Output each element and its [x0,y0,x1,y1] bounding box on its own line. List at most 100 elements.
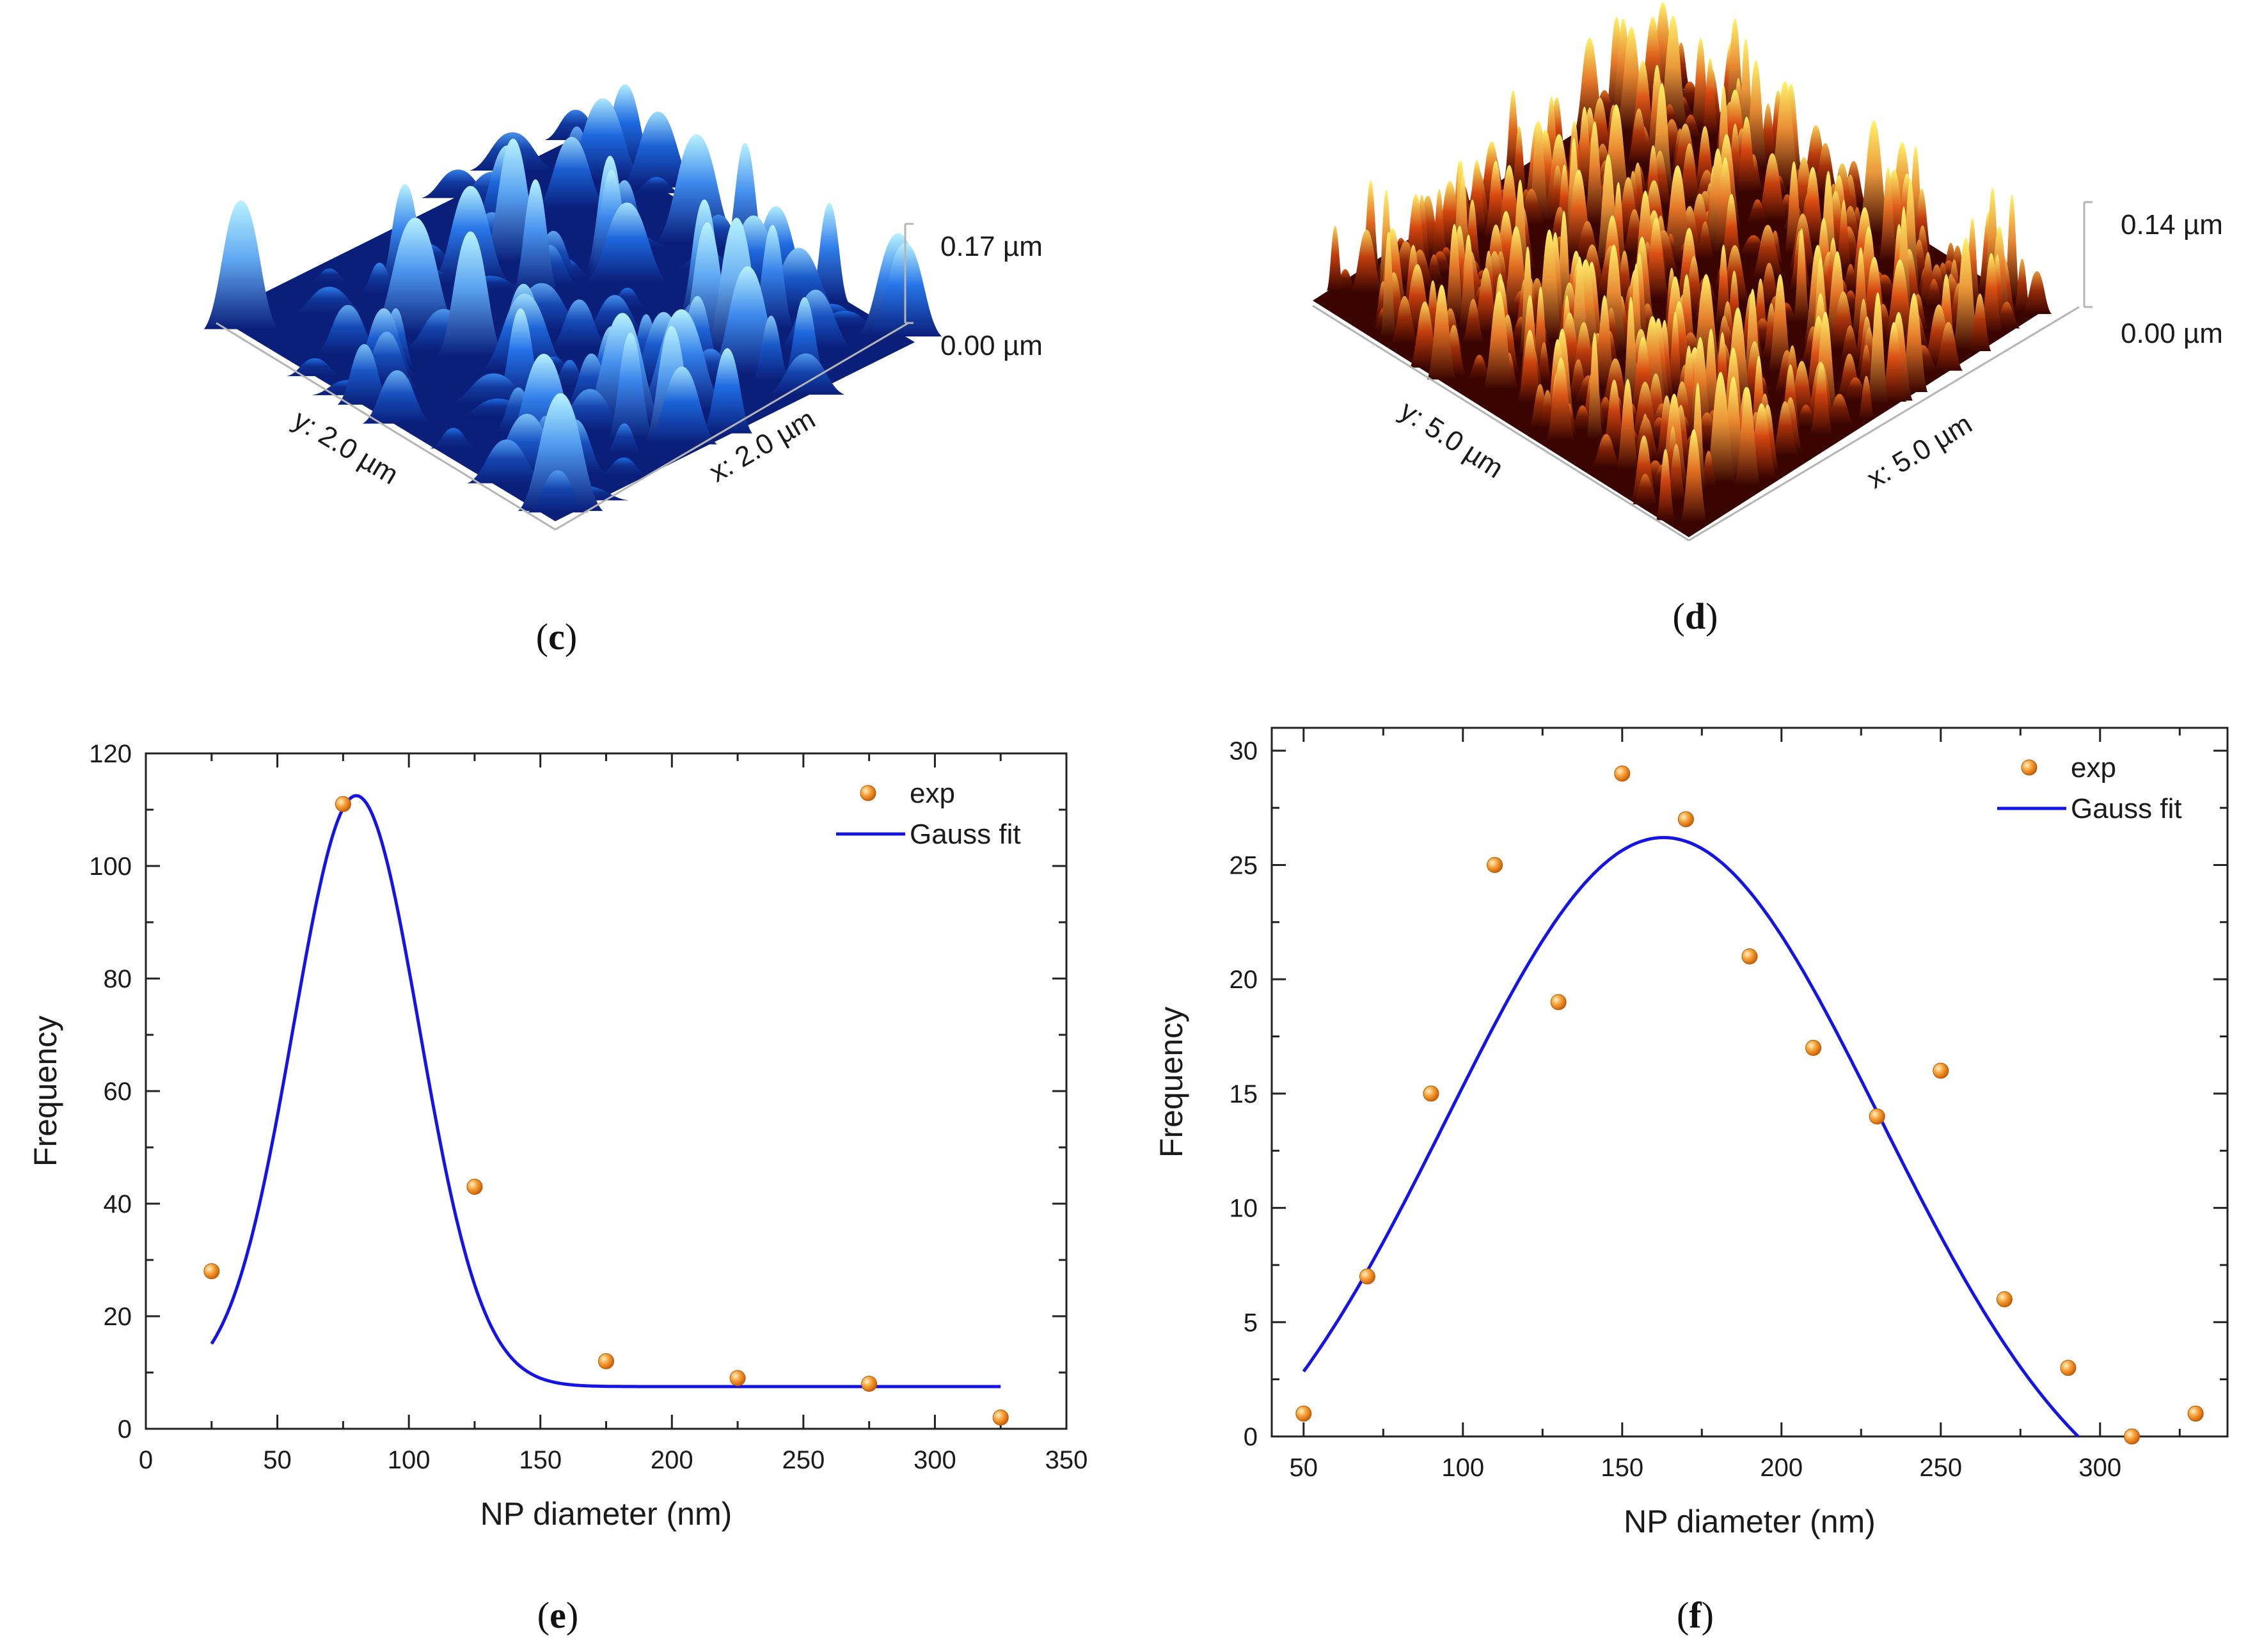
afm-surface-peak [2022,271,2052,315]
afm-surface-peak [1643,217,1670,299]
afm-surface-d [1313,2,2052,537]
afm-surface-peak [1594,295,1616,388]
afm-surface-peak [784,297,826,377]
afm-d-scale-bottom: 0.00 µm [2121,318,2223,349]
afm-d-scale-top: 0.14 µm [2121,209,2223,240]
afm-surface-peak [1883,259,1916,340]
y-tick-label: 100 [89,853,132,881]
afm-surface-peak [1350,230,1383,293]
afm-surface-peak [752,315,790,381]
afm-surface-peak [1380,232,1397,338]
panel-label-c: (c) [536,616,577,657]
afm-surface-peak [702,348,753,434]
afm-surface-peak [1591,434,1622,468]
afm-surface-peak [1879,168,1897,261]
afm-surface-peak [1858,375,1875,419]
exp-data-point [1487,856,1503,873]
afm-surface-peak [1656,448,1675,521]
afm-surface-peak [1680,429,1707,523]
legend-exp-label: exp [910,778,955,809]
afm-surface-peak [1746,199,1769,223]
afm-surface-peak [527,470,589,513]
afm-surface-peak [1836,200,1852,270]
exp-data-point [1614,765,1631,782]
x-tick-label: 350 [1045,1446,1088,1474]
x-axis-title: NP diameter (nm) [1624,1504,1876,1539]
afm-surface-peak [605,423,643,454]
exp-data-point [335,796,351,812]
plot-frame [1270,727,2229,1438]
afm-surface-peak [310,268,349,282]
y-tick-label: 25 [1230,851,1258,879]
exp-data-point [466,1179,483,1195]
afm-surface-peak [1483,290,1515,389]
legend-exp-marker [860,785,876,801]
afm-c-scale-top: 0.17 µm [940,231,1043,262]
afm-surface-peak [1629,381,1661,441]
afm-surface-peak [360,262,399,294]
x-tick-label: 300 [914,1446,956,1474]
y-tick-label: 0 [118,1415,132,1444]
afm-surface-peak [2014,258,2031,311]
afm-surface-peak [1695,221,1714,258]
exp-data-point [992,1409,1009,1426]
afm-surface-peak [1658,15,1688,129]
exp-data-point [861,1376,878,1392]
afm-surface-peak [512,179,558,294]
afm-surface-peak [1511,126,1528,194]
afm-surface-peak [608,332,654,439]
x-tick-label: 300 [2078,1454,2121,1482]
panel-label-e: (e) [537,1594,578,1636]
afm-c-x-edge [555,322,909,531]
afm-surface-peak [203,200,278,329]
afm-c-scale-bar [904,223,914,324]
afm-surface-peak [1702,58,1719,136]
afm-surface-peak [1666,443,1686,500]
x-tick-label: 50 [263,1446,292,1474]
x-tick-label: 150 [1601,1454,1643,1482]
x-tick-label: 250 [782,1446,825,1474]
y-tick-label: 15 [1230,1080,1258,1108]
x-tick-label: 50 [1290,1454,1318,1482]
exp-data-point [1869,1108,1885,1125]
legend-exp-label: exp [2071,752,2116,783]
legend-exp-marker [2021,759,2037,776]
exp-data-point [2060,1360,2077,1376]
x-tick-label: 100 [1441,1454,1484,1482]
exp-data-point [729,1370,746,1387]
exp-data-point [1359,1268,1375,1285]
afm-surface-peak [1934,322,1963,371]
y-tick-label: 20 [1230,966,1258,994]
x-tick-label: 0 [139,1446,153,1474]
afm-surface-peak [620,111,696,188]
x-tick-label: 100 [388,1446,431,1474]
afm-surface-peak [1688,336,1713,437]
afm-surface-peak [1627,108,1651,163]
afm-surface-peak [766,353,845,395]
y-tick-label: 120 [89,740,132,768]
afm-surface-peak [1793,228,1810,322]
exp-data-point [598,1353,614,1369]
afm-surface-peak [632,177,681,194]
afm-panel-c: 0.17 µm 0.00 µm y: 2.0 µm x: 2.0 µm (c) [203,84,1043,657]
afm-surface-peak [370,217,460,334]
legend-fit-label: Gauss fit [910,819,1021,850]
afm-surface-peak [1586,332,1603,439]
afm-surface-peak [536,137,608,209]
exp-data-point [1677,811,1694,828]
exp-data-point [1805,1039,1822,1056]
afm-panel-d: 0.14 µm 0.00 µm y: 5.0 µm x: 5.0 µm (d) [1312,2,2223,637]
panel-label-d: (d) [1673,595,1718,637]
exp-data-point [2187,1405,2204,1422]
afm-d-scale-bar [2083,201,2093,308]
afm-surface-peak [1810,363,1833,435]
afm-surface-peak [1979,253,2003,333]
afm-surface-peak [1390,295,1419,343]
afm-surface-peak [1536,342,1553,382]
x-tick-label: 150 [519,1446,562,1474]
gauss-fit-line [1302,836,2081,1436]
afm-surface-peak [1900,293,1928,393]
y-axis-title: Frequency [28,1016,63,1167]
afm-surface-peak [287,358,344,377]
